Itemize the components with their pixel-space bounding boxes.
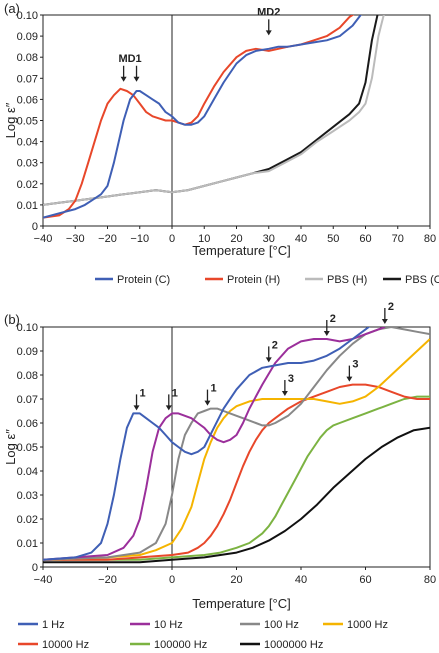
annotation-arrowhead bbox=[346, 376, 353, 382]
x-tick-label: 60 bbox=[359, 233, 371, 245]
annotation-arrowhead bbox=[265, 357, 272, 363]
y-tick-label: 0.10 bbox=[17, 10, 38, 22]
annotation-label: MD1 bbox=[118, 53, 141, 65]
x-tick-label: 0 bbox=[169, 574, 175, 586]
x-tick-label: −40 bbox=[34, 233, 53, 245]
x-tick-label: 80 bbox=[424, 233, 436, 245]
legend-label: Protein (C) bbox=[117, 274, 170, 286]
legend-label: PBS (C) bbox=[405, 274, 439, 286]
x-tick-label: −20 bbox=[98, 574, 117, 586]
y-tick-label: 0.05 bbox=[17, 442, 38, 454]
series-line-10000-hz bbox=[43, 383, 430, 561]
annotation-label: 1 bbox=[172, 387, 178, 399]
annotation-label: 2 bbox=[330, 313, 336, 325]
y-tick-label: 0.06 bbox=[17, 418, 38, 430]
panel-label: (a) bbox=[4, 1, 20, 16]
annotation-label: 2 bbox=[272, 339, 278, 351]
annotation-label: 2 bbox=[388, 301, 394, 313]
y-tick-label: 0 bbox=[32, 562, 38, 574]
legend-label: Protein (H) bbox=[227, 274, 280, 286]
annotation-arrowhead bbox=[281, 391, 288, 396]
x-tick-label: 0 bbox=[169, 233, 175, 245]
y-tick-label: 0.09 bbox=[17, 31, 38, 43]
legend-label: PBS (H) bbox=[327, 274, 367, 286]
x-tick-label: 80 bbox=[424, 574, 436, 586]
y-tick-label: 0.01 bbox=[17, 538, 38, 550]
y-tick-label: 0.10 bbox=[17, 322, 38, 334]
annotation-arrowhead bbox=[165, 405, 172, 411]
series-line-10-hz bbox=[43, 327, 386, 561]
annotation-label: 3 bbox=[288, 373, 294, 385]
y-tick-label: 0.04 bbox=[17, 466, 38, 478]
y-tick-label: 0.09 bbox=[17, 346, 38, 358]
series-line-1-hz bbox=[43, 327, 371, 561]
legend-label: 1000000 Hz bbox=[264, 639, 323, 651]
legend: 1 Hz 10 Hz 100 Hz 1000 Hz 10000 Hz 100000 Hz 1… bbox=[18, 619, 388, 651]
legend-label: 10000 Hz bbox=[42, 639, 89, 651]
x-tick-label: 40 bbox=[295, 574, 307, 586]
x-tick-label: 10 bbox=[198, 233, 210, 245]
y-tick-label: 0.08 bbox=[17, 52, 38, 64]
annotation-arrowhead bbox=[133, 76, 140, 82]
y-axis-label: Log ε″ bbox=[3, 429, 18, 465]
x-tick-label: 20 bbox=[230, 233, 242, 245]
panel-label: (b) bbox=[4, 312, 20, 327]
legend: Protein (C) Protein (H) PBS (H) PBS (C) bbox=[95, 274, 439, 286]
series-line-1000-hz bbox=[43, 338, 430, 561]
annotation-label: MD2 bbox=[257, 6, 280, 18]
y-tick-label: 0.03 bbox=[17, 158, 38, 170]
x-axis-label: Temperature [°C] bbox=[192, 243, 290, 258]
y-tick-label: 0.07 bbox=[17, 73, 38, 85]
x-tick-label: 40 bbox=[295, 233, 307, 245]
y-axis-label: Log ε″ bbox=[3, 102, 18, 138]
annotation-arrowhead bbox=[265, 30, 272, 36]
chart-panel-b: (b) 0 0.01 0.02 0.03 0.04 0.05 0.06 0.07 0.08 0.09… bbox=[3, 301, 436, 651]
y-tick-label: 0.05 bbox=[17, 116, 38, 128]
y-tick-label: 0.07 bbox=[17, 394, 38, 406]
annotation-label: 1 bbox=[140, 387, 146, 399]
x-tick-label: −10 bbox=[130, 233, 149, 245]
annotation-arrowhead bbox=[323, 331, 330, 336]
legend-label: 1 Hz bbox=[42, 619, 65, 631]
x-tick-label: 20 bbox=[230, 574, 242, 586]
y-tick-label: 0.06 bbox=[17, 94, 38, 106]
legend-label: 1000 Hz bbox=[347, 619, 388, 631]
series-line-100-hz bbox=[43, 327, 430, 561]
x-tick-label: 60 bbox=[359, 574, 371, 586]
annotation-arrowhead bbox=[381, 319, 388, 324]
series-line-100000-hz bbox=[43, 395, 430, 561]
x-axis-label: Temperature [°C] bbox=[192, 596, 290, 611]
y-tick-label: 0.04 bbox=[17, 137, 38, 149]
series-line-protein-c bbox=[43, 15, 362, 219]
y-tick-label: 0.02 bbox=[17, 514, 38, 526]
annotation-arrowhead bbox=[204, 400, 211, 406]
x-tick-label: −20 bbox=[98, 233, 117, 245]
y-tick-label: 0.03 bbox=[17, 490, 38, 502]
y-tick-label: 0.01 bbox=[17, 200, 38, 212]
annotation-arrowhead bbox=[133, 405, 140, 411]
x-tick-label: −40 bbox=[34, 574, 53, 586]
y-tick-label: 0.02 bbox=[17, 179, 38, 191]
series-line-1000000-hz bbox=[43, 426, 430, 564]
legend-label: 100000 Hz bbox=[154, 639, 207, 651]
legend-label: 10 Hz bbox=[154, 619, 183, 631]
chart-panel-a: (a) 0 0.01 0.02 0.03 0.04 0.05 0.06 0.07 0.08 0.09… bbox=[3, 1, 439, 286]
y-tick-label: 0 bbox=[32, 221, 38, 233]
y-tick-label: 0.08 bbox=[17, 370, 38, 382]
x-tick-label: 50 bbox=[327, 233, 339, 245]
legend-label: 100 Hz bbox=[264, 619, 299, 631]
x-tick-label: −30 bbox=[66, 233, 85, 245]
annotation-label: 1 bbox=[210, 383, 216, 395]
annotation-label: 3 bbox=[352, 359, 358, 371]
x-tick-label: 30 bbox=[263, 233, 275, 245]
annotation-arrowhead bbox=[120, 76, 127, 82]
series-line-pbs-h bbox=[43, 15, 385, 206]
x-tick-label: 70 bbox=[392, 233, 404, 245]
plot-frame bbox=[42, 326, 431, 568]
